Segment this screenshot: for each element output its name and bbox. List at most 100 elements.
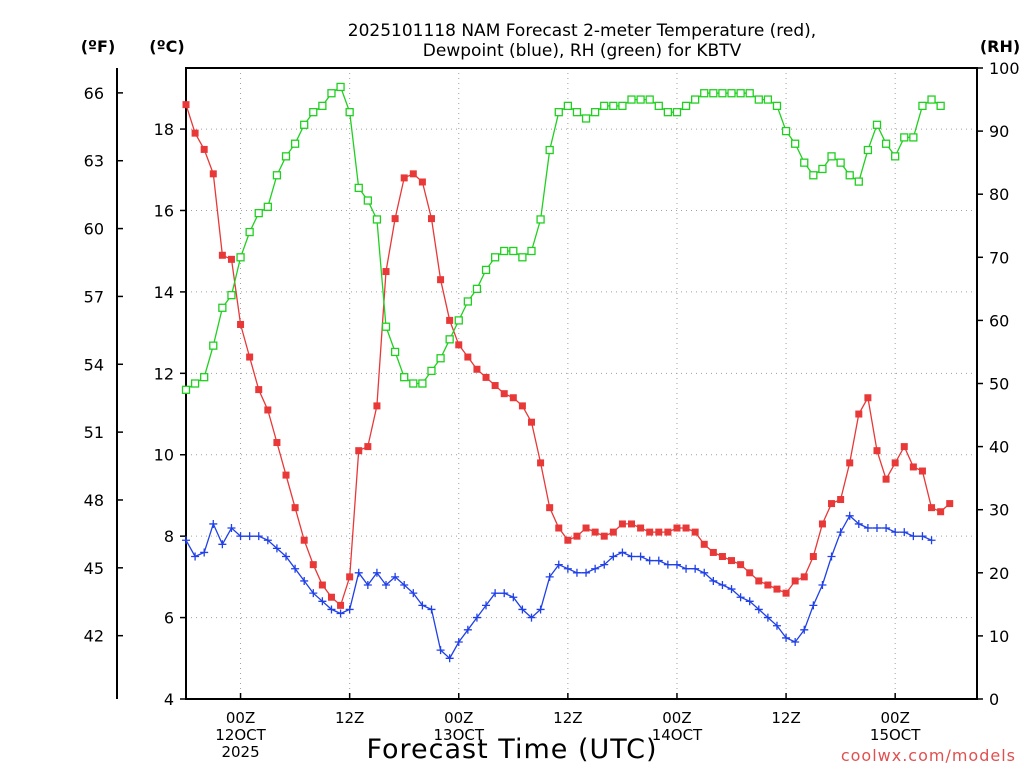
x-axis-title: Forecast Time (UTC) bbox=[366, 734, 657, 765]
dewpoint-point bbox=[482, 601, 491, 610]
temperature-point bbox=[828, 500, 836, 508]
temperature-point bbox=[646, 528, 654, 536]
rh-point bbox=[927, 95, 936, 104]
x-tick-label: 12Z bbox=[553, 709, 582, 727]
temperature-point bbox=[373, 402, 381, 410]
temperature-point bbox=[527, 418, 535, 426]
dewpoint-point bbox=[182, 536, 190, 545]
x-tick-label: 00Z bbox=[226, 709, 255, 727]
temperature-point bbox=[691, 528, 699, 536]
temperature-point bbox=[628, 520, 636, 528]
rh-point bbox=[218, 303, 227, 312]
temperature-point bbox=[755, 577, 763, 585]
temperature-point bbox=[800, 573, 808, 581]
rh-point bbox=[645, 95, 654, 104]
rh-point bbox=[681, 101, 691, 111]
dewpoint-point bbox=[418, 601, 427, 610]
temperature-point bbox=[427, 215, 435, 223]
temperature-point bbox=[337, 601, 345, 609]
rh-point bbox=[581, 114, 591, 123]
watermark: coolwx.com/models bbox=[841, 746, 1016, 765]
rh-point bbox=[754, 95, 763, 104]
rh-point bbox=[918, 101, 927, 111]
series-rh bbox=[181, 82, 945, 394]
x-tick-label: 12Z bbox=[771, 709, 800, 727]
celsius-tick-label: 4 bbox=[164, 690, 174, 709]
dewpoint-point bbox=[882, 524, 891, 533]
rh-point bbox=[390, 347, 400, 357]
dewpoint-point bbox=[372, 568, 381, 577]
dewpoint-point bbox=[627, 552, 636, 561]
dewpoint-point bbox=[727, 585, 736, 594]
dewpoint-point bbox=[363, 581, 372, 590]
temperature-point bbox=[918, 467, 926, 475]
dewpoint-point bbox=[282, 552, 291, 561]
temperature-point bbox=[846, 459, 854, 467]
dewpoint-point bbox=[600, 560, 609, 569]
temperature-point bbox=[364, 443, 372, 451]
temperature-point bbox=[491, 382, 499, 390]
dewpoint-point bbox=[854, 519, 863, 528]
dewpoint-point bbox=[818, 581, 827, 590]
temperature-point bbox=[618, 520, 626, 528]
rh-point bbox=[318, 101, 327, 111]
dewpoint-point bbox=[636, 552, 645, 561]
rh-point bbox=[263, 202, 272, 211]
dewpoint-point bbox=[354, 568, 363, 577]
temperature-point bbox=[473, 365, 481, 373]
temperature-point bbox=[873, 447, 881, 455]
temperature-point bbox=[600, 532, 608, 540]
temperature-point bbox=[682, 524, 690, 532]
dewpoint-point bbox=[827, 552, 836, 561]
temperature-point bbox=[837, 496, 845, 504]
rh-point bbox=[909, 133, 918, 142]
rh-point bbox=[900, 133, 909, 142]
rh-point bbox=[472, 284, 482, 294]
x-tick-label: 00Z bbox=[444, 709, 473, 727]
temperature-point bbox=[946, 500, 954, 508]
rh-point bbox=[290, 139, 300, 148]
temperature-point bbox=[928, 504, 936, 512]
temperature-point bbox=[455, 341, 463, 349]
dewpoint-point bbox=[272, 544, 281, 553]
rh-point bbox=[236, 253, 245, 262]
dewpoint-point bbox=[527, 613, 536, 622]
dewpoint-point bbox=[563, 564, 572, 573]
dewpoint-point bbox=[300, 576, 309, 585]
x-tick-label: 14OCT bbox=[652, 726, 703, 744]
rh-point bbox=[245, 227, 254, 237]
dewpoint-point bbox=[691, 564, 700, 573]
dewpoint-point bbox=[763, 613, 772, 622]
dewpoint-point bbox=[472, 613, 481, 622]
chart-title-line2: Dewpoint (blue), RH (green) for KBTV bbox=[423, 41, 742, 61]
temperature-point bbox=[282, 471, 290, 479]
temperature-point bbox=[582, 524, 590, 532]
rh-point bbox=[881, 139, 891, 148]
temperature-point bbox=[355, 447, 363, 455]
rh-point bbox=[500, 246, 509, 256]
dewpoint-point bbox=[445, 654, 454, 663]
rh-tick-label: 70 bbox=[989, 248, 1009, 267]
x-tick-label: 00Z bbox=[880, 709, 909, 727]
gridlines bbox=[186, 68, 977, 699]
x-tick-label: 12Z bbox=[335, 709, 364, 727]
dewpoint-point bbox=[427, 605, 436, 614]
dewpoint-point bbox=[191, 552, 200, 561]
rh-point bbox=[727, 89, 736, 98]
rh-point bbox=[372, 215, 382, 224]
dewpoint-point bbox=[591, 564, 600, 573]
dewpoint-point bbox=[218, 540, 227, 549]
rh-tick-label: 30 bbox=[989, 501, 1009, 520]
dewpoint-point bbox=[263, 536, 272, 545]
rh-point bbox=[863, 145, 873, 155]
rh-point bbox=[854, 177, 863, 186]
temperature-point bbox=[746, 569, 754, 577]
rh-point bbox=[445, 335, 454, 344]
rh-axis-label: (RH) bbox=[980, 37, 1020, 56]
rh-point bbox=[736, 89, 745, 98]
x-tick-label: 15OCT bbox=[870, 726, 921, 744]
temperature-point bbox=[409, 170, 417, 178]
dewpoint-point bbox=[663, 560, 672, 569]
series-dewpoint bbox=[182, 511, 936, 663]
rh-point bbox=[818, 164, 827, 174]
